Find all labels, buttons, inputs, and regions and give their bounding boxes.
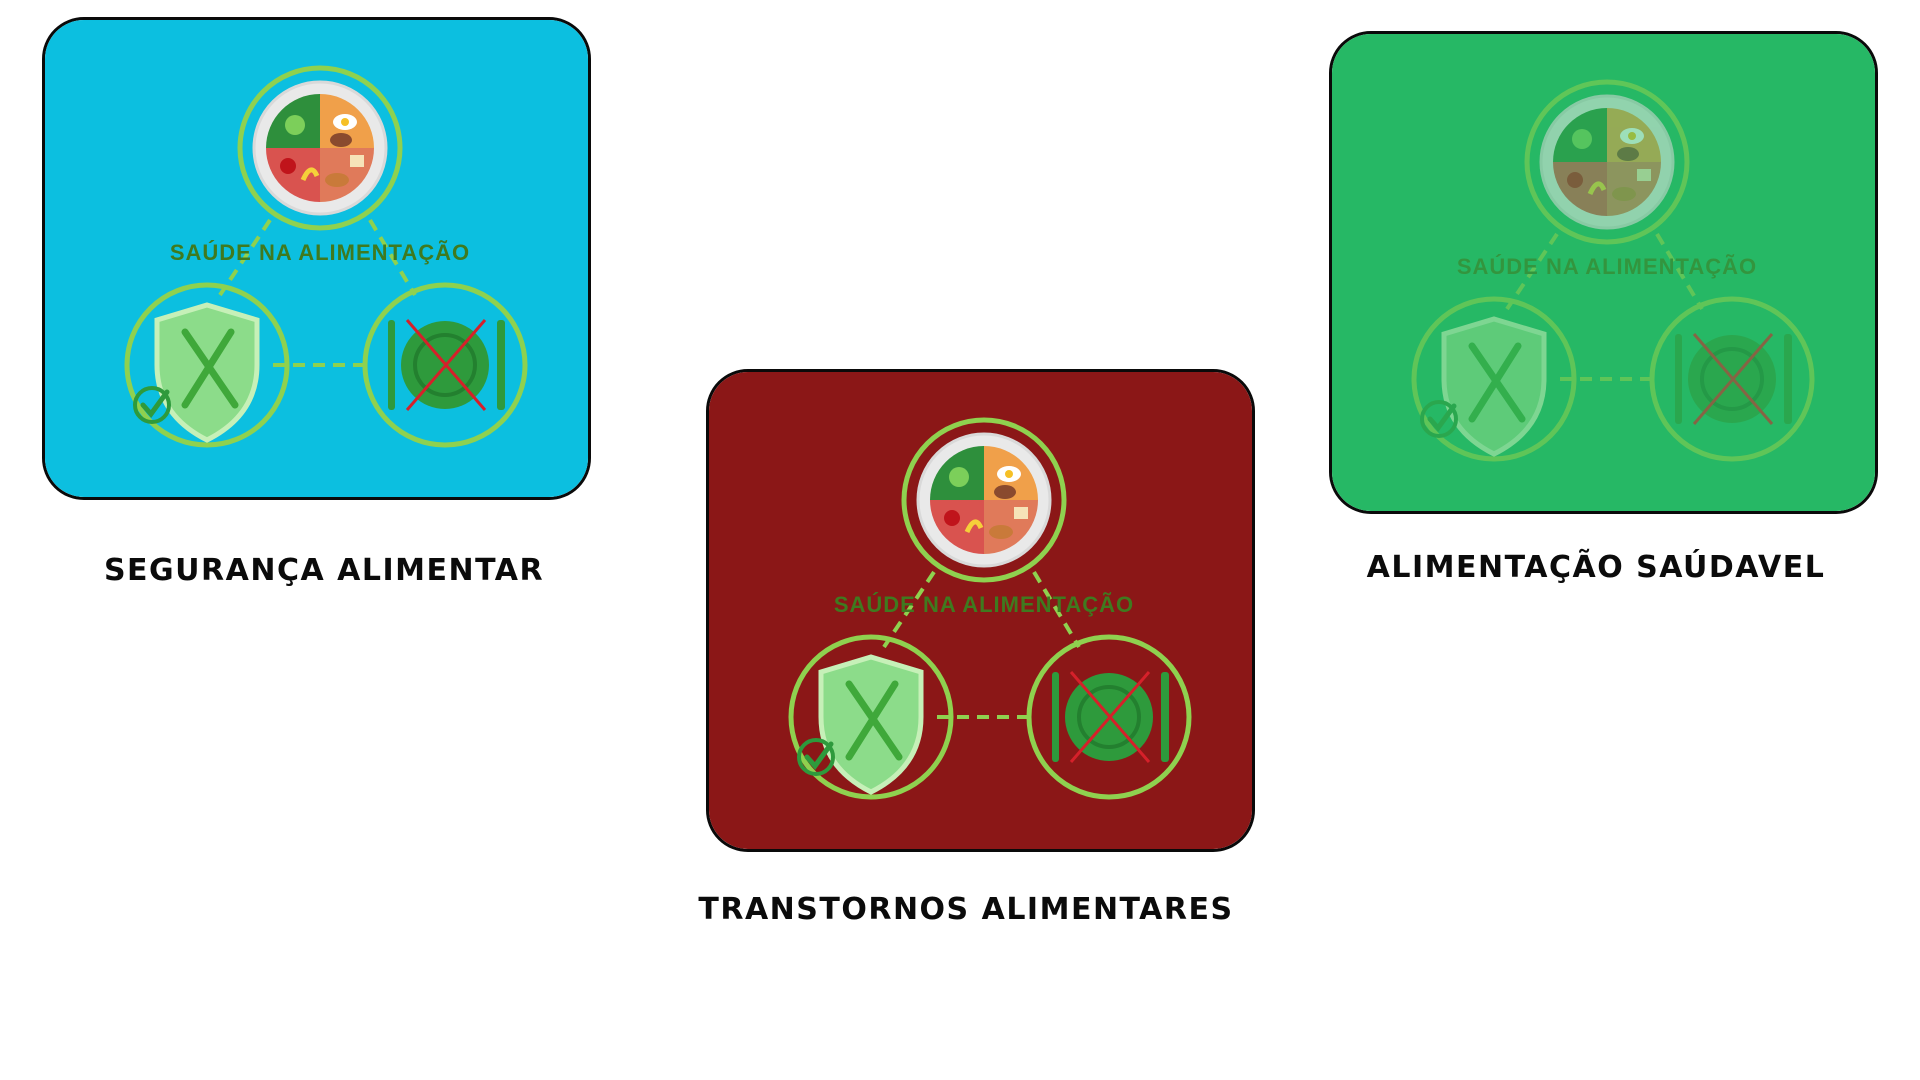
connector-top-left xyxy=(218,218,272,297)
card-caption: TRANSTORNOS ALIMENTARES xyxy=(698,892,1234,927)
connector-top-right xyxy=(1032,570,1081,649)
card-caption: SEGURANÇA ALIMENTAR xyxy=(103,553,545,588)
plate-food-icon xyxy=(237,65,403,231)
plate-food-icon xyxy=(1524,79,1690,245)
shield-cutlery-icon xyxy=(1411,296,1577,462)
diagram-label: SAÚDE NA ALIMENTAÇÃO xyxy=(834,592,1134,617)
no-eating-plate-icon xyxy=(1649,296,1815,462)
checkmark-icon xyxy=(797,738,835,776)
shield-cutlery-icon xyxy=(124,282,290,448)
food-health-diagram: SAÚDE NA ALIMENTAÇÃO xyxy=(45,20,588,497)
checkmark-icon xyxy=(1420,400,1458,438)
connector-top-right xyxy=(368,218,417,297)
diagram-label: SAÚDE NA ALIMENTAÇÃO xyxy=(1457,254,1757,279)
connector-top-left xyxy=(1505,232,1559,311)
connector-top-right xyxy=(1655,232,1704,311)
card-transtornos-alimentares: SAÚDE NA ALIMENTAÇÃO xyxy=(706,369,1255,852)
food-health-diagram: SAÚDE NA ALIMENTAÇÃO xyxy=(1332,34,1875,511)
card-alimentacao-saudavel: SAÚDE NA ALIMENTAÇÃO xyxy=(1329,31,1878,514)
card-seguranca-alimentar: SAÚDE NA ALIMENTAÇÃO xyxy=(42,17,591,500)
diagram-label: SAÚDE NA ALIMENTAÇÃO xyxy=(170,240,470,265)
plate-food-icon xyxy=(901,417,1067,583)
connector-top-left xyxy=(882,570,936,649)
checkmark-icon xyxy=(133,386,171,424)
no-eating-plate-icon xyxy=(1026,634,1192,800)
no-eating-plate-icon xyxy=(362,282,528,448)
food-health-diagram: SAÚDE NA ALIMENTAÇÃO xyxy=(709,372,1252,849)
shield-cutlery-icon xyxy=(788,634,954,800)
card-caption: ALIMENTAÇÃO SAÚDAVEL xyxy=(1366,550,1826,585)
